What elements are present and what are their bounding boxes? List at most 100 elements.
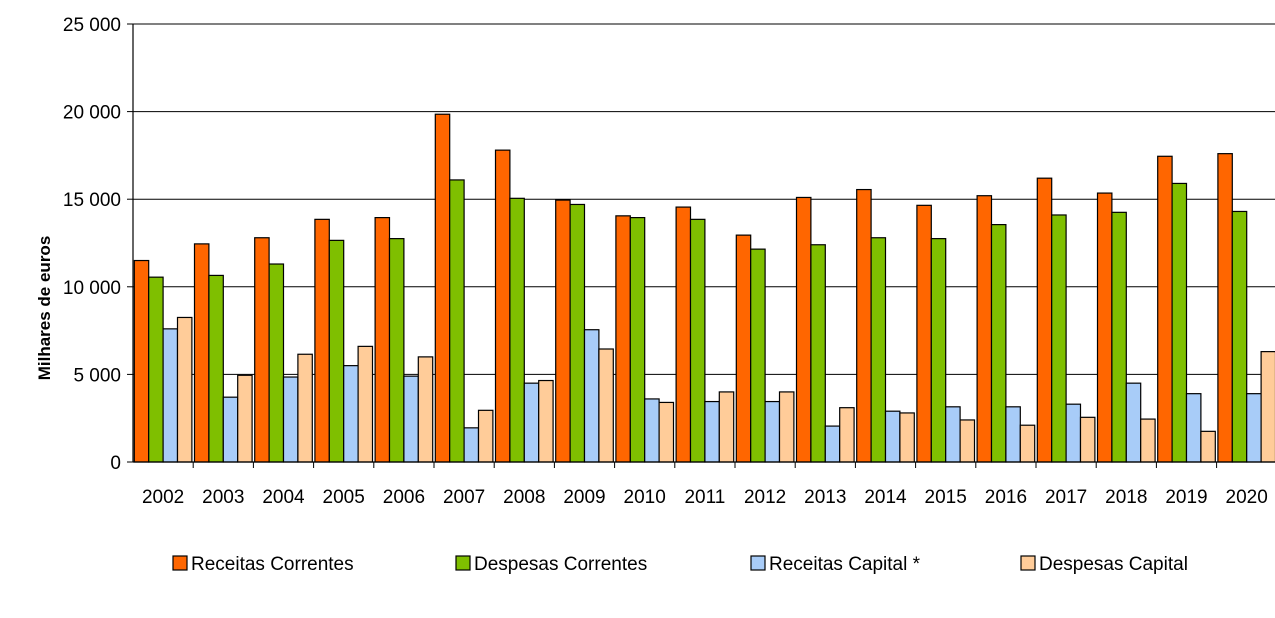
- bar-receitas-correntes-2014: [856, 188, 872, 463]
- x-tick-label: 2009: [563, 487, 605, 508]
- bar-despesas-capital-2019: [1200, 430, 1216, 463]
- bar-despesas-capital-2010: [658, 401, 675, 463]
- bar-despesas-capital-2002: [176, 316, 193, 463]
- bar-despesas-correntes-2019: [1171, 182, 1188, 463]
- x-tick-label: 2004: [262, 487, 305, 508]
- bar-receitas-capital-2016: [1005, 406, 1021, 463]
- y-axis-label: Milhares de euros: [35, 236, 54, 381]
- bar-despesas-correntes-2009: [569, 203, 586, 463]
- bar-receitas-capital-2003: [222, 396, 239, 463]
- x-tick-label: 2005: [323, 487, 365, 508]
- bar-despesas-capital-2016: [1019, 424, 1036, 463]
- legend: Receitas Correntes Despesas Correntes Rece…: [172, 554, 1188, 575]
- bar-receitas-capital-2011: [704, 400, 720, 463]
- bar-despesas-correntes-2007: [449, 179, 465, 463]
- bar-despesas-correntes-2014: [870, 237, 887, 463]
- bar-receitas-correntes-2002: [133, 259, 150, 463]
- bar-receitas-capital-2007: [463, 427, 480, 463]
- bar-despesas-capital-2005: [357, 345, 374, 463]
- bar-despesas-correntes-2013: [810, 244, 826, 463]
- bar-despesas-capital-2006: [417, 356, 434, 463]
- legend-label: Despesas Capital: [1039, 554, 1188, 575]
- bar-despesas-correntes-2011: [689, 218, 706, 463]
- bars: [133, 113, 1275, 463]
- bar-receitas-capital-2017: [1065, 403, 1082, 463]
- bar-despesas-correntes-2002: [148, 276, 164, 463]
- bar-despesas-capital-2014: [899, 412, 915, 463]
- y-tick-label: 20 000: [63, 103, 121, 124]
- y-tick-label: 25 000: [63, 15, 121, 36]
- x-tick-label: 2011: [684, 487, 725, 508]
- bar-receitas-correntes-2008: [494, 149, 511, 463]
- bar-despesas-capital-2003: [237, 374, 253, 463]
- x-tick-label: 2006: [383, 487, 425, 508]
- bar-despesas-correntes-2018: [1111, 211, 1127, 463]
- bar-despesas-correntes-2005: [328, 239, 345, 463]
- bar-despesas-correntes-2003: [208, 274, 224, 463]
- bar-receitas-capital-2008: [523, 382, 540, 463]
- legend-swatch: [750, 555, 766, 571]
- bar-receitas-correntes-2019: [1157, 155, 1173, 463]
- y-tick-label: 0: [110, 453, 121, 474]
- bar-receitas-correntes-2004: [254, 237, 270, 463]
- bar-despesas-capital-2008: [538, 379, 554, 463]
- bar-despesas-capital-2018: [1140, 418, 1156, 463]
- bar-receitas-correntes-2016: [976, 195, 993, 463]
- bar-receitas-capital-2013: [824, 425, 841, 463]
- bar-despesas-capital-2012: [778, 391, 795, 463]
- x-tick-label: 2013: [804, 487, 846, 508]
- bar-despesas-capital-2017: [1079, 416, 1096, 463]
- legend-label: Receitas Correntes: [191, 554, 354, 575]
- legend-swatch: [455, 555, 471, 571]
- bar-receitas-correntes-2013: [795, 196, 812, 463]
- bar-receitas-capital-2006: [403, 375, 419, 463]
- x-tick-label: 2008: [503, 487, 545, 508]
- bar-receitas-correntes-2011: [675, 206, 692, 463]
- bar-receitas-correntes-2010: [615, 215, 631, 463]
- bar-receitas-capital-2002: [162, 328, 179, 463]
- bar-despesas-capital-2004: [297, 353, 313, 463]
- x-tick-label: 2002: [142, 487, 184, 508]
- bar-receitas-correntes-2017: [1036, 177, 1053, 463]
- bar-receitas-capital-2010: [644, 398, 660, 463]
- bar-receitas-correntes-2015: [916, 204, 932, 463]
- y-tick-label: 10 000: [63, 278, 121, 299]
- x-tick-label: 2017: [1045, 487, 1087, 508]
- bar-despesas-correntes-2016: [990, 224, 1007, 463]
- bar-receitas-correntes-2006: [374, 217, 391, 463]
- bar-receitas-correntes-2009: [555, 199, 571, 463]
- bar-despesas-correntes-2008: [509, 197, 525, 463]
- bar-despesas-correntes-2012: [750, 248, 766, 463]
- bar-receitas-capital-2018: [1125, 382, 1142, 463]
- bar-despesas-capital-2013: [839, 407, 855, 463]
- x-tick-label: 2019: [1165, 487, 1207, 508]
- bar-despesas-correntes-2015: [930, 238, 947, 463]
- bar-despesas-correntes-2020: [1231, 210, 1248, 463]
- legend-label: Receitas Capital *: [769, 554, 921, 575]
- legend-swatch: [172, 555, 188, 571]
- bar-receitas-capital-2012: [764, 400, 781, 463]
- x-tick-label: 2018: [1105, 487, 1147, 508]
- bar-despesas-capital-2020: [1260, 351, 1275, 463]
- bar-despesas-capital-2011: [718, 391, 735, 463]
- bar-receitas-capital-2004: [282, 376, 299, 463]
- bar-receitas-correntes-2007: [434, 113, 451, 463]
- axes: 0 5 000 10 000 15 000 20 000 25 000 2002 2003 20…: [63, 15, 1275, 508]
- x-tick-label: 2010: [624, 487, 666, 508]
- bar-receitas-correntes-2018: [1096, 192, 1113, 463]
- x-tick-label: 2012: [744, 487, 786, 508]
- bar-receitas-capital-2005: [343, 365, 359, 463]
- bar-despesas-capital-2007: [477, 409, 494, 463]
- bar-receitas-capital-2019: [1185, 393, 1202, 463]
- bar-receitas-correntes-2012: [735, 234, 752, 463]
- bar-receitas-capital-2009: [583, 329, 600, 463]
- x-tick-label: 2015: [925, 487, 967, 508]
- y-tick-label: 15 000: [63, 190, 121, 211]
- bar-receitas-correntes-2005: [314, 218, 330, 463]
- x-tick-label: 2003: [202, 487, 244, 508]
- bar-despesas-capital-2015: [959, 419, 976, 463]
- bar-despesas-correntes-2006: [388, 238, 405, 463]
- bar-despesas-correntes-2004: [268, 263, 285, 463]
